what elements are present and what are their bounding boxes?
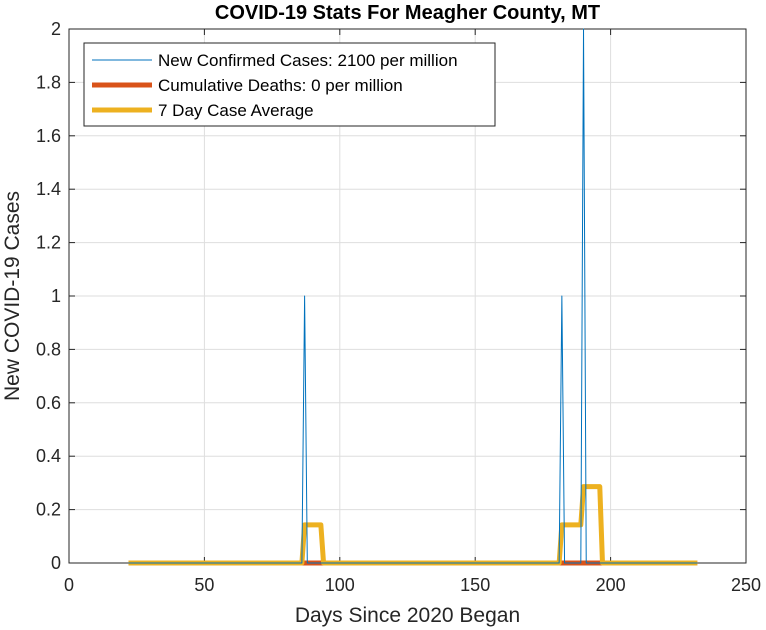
- axis-ticks: [68, 28, 747, 564]
- x-tick-label: 200: [596, 575, 626, 595]
- x-tick-label: 0: [64, 575, 74, 595]
- y-tick-label: 2: [51, 19, 61, 39]
- y-tick-label: 0.8: [36, 339, 61, 359]
- y-tick-label: 1.2: [36, 233, 61, 253]
- y-tick-label: 1.6: [36, 126, 61, 146]
- series-lines: [128, 28, 698, 566]
- series-line-1: [128, 28, 698, 564]
- x-tick-label: 250: [731, 575, 761, 595]
- y-tick-label: 1.8: [36, 72, 61, 92]
- chart-title: COVID-19 Stats For Meagher County, MT: [215, 2, 600, 24]
- x-tick-label: 50: [194, 575, 214, 595]
- legend-label: Cumulative Deaths: 0 per million: [158, 76, 403, 95]
- legend-label: 7 Day Case Average: [158, 101, 314, 120]
- x-tick-labels: 0 50 100 150 200 250: [64, 575, 761, 595]
- legend-box: [83, 42, 496, 127]
- series-line-3: [128, 484, 698, 566]
- legend-label: New Confirmed Cases: 2100 per million: [158, 51, 458, 70]
- y-tick-label: 0.4: [36, 446, 61, 466]
- x-tick-label: 150: [460, 575, 490, 595]
- x-axis-label: Days Since 2020 Began: [295, 604, 520, 627]
- y-tick-label: 1.4: [36, 179, 61, 199]
- y-tick-label: 0.2: [36, 500, 61, 520]
- y-axis-label: New COVID-19 Cases: [1, 191, 24, 401]
- y-tick-label: 0: [51, 553, 61, 573]
- y-tick-label: 0.6: [36, 393, 61, 413]
- y-tick-label: 1: [51, 286, 61, 306]
- y-tick-labels: 0 0.2 0.4 0.6 0.8 1 1.2 1.4 1.6 1.8 2: [36, 19, 61, 573]
- x-tick-label: 100: [325, 575, 355, 595]
- legend: New Confirmed Cases: 2100 per million Cum…: [83, 42, 496, 127]
